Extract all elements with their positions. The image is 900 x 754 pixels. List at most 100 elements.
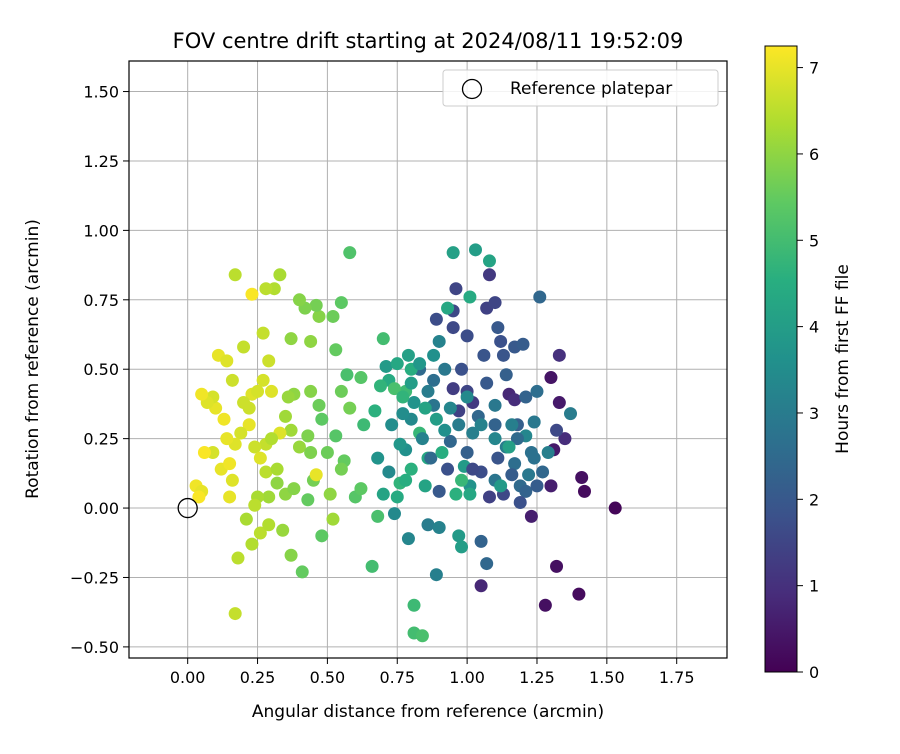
data-point	[446, 382, 460, 396]
colorbar-tick-label: 3	[809, 404, 819, 423]
colorbar-tick-label: 1	[809, 577, 819, 596]
data-point	[482, 268, 496, 282]
data-point	[256, 373, 270, 387]
data-point	[270, 476, 284, 490]
data-point	[404, 376, 418, 390]
colorbar: 0 1 2 3 4 5 6 7 Hours from first FF file	[764, 45, 853, 682]
y-tick-label: 0.75	[83, 291, 119, 310]
data-point	[474, 579, 488, 593]
colorbar-tick-label: 7	[809, 59, 819, 78]
data-point	[494, 479, 508, 493]
data-point	[441, 301, 455, 315]
data-point	[477, 348, 491, 362]
data-point	[502, 440, 516, 454]
data-point	[284, 423, 298, 437]
data-point	[491, 321, 505, 335]
data-point	[309, 468, 323, 482]
data-point	[304, 334, 318, 348]
data-point	[401, 348, 415, 362]
data-point	[508, 393, 522, 407]
data-point	[253, 451, 267, 465]
data-point	[488, 296, 502, 310]
data-point	[491, 451, 505, 465]
data-point	[259, 282, 273, 296]
data-point	[390, 490, 404, 504]
data-point	[223, 490, 237, 504]
data-point	[354, 371, 368, 385]
data-point	[452, 529, 466, 543]
y-tick-label: 0.50	[83, 360, 119, 379]
data-point	[421, 384, 435, 398]
colorbar-tick-label: 5	[809, 231, 819, 250]
data-point	[304, 446, 318, 460]
data-point	[295, 565, 309, 579]
data-point	[516, 337, 530, 351]
data-point	[558, 432, 572, 446]
data-point	[334, 462, 348, 476]
data-point	[432, 484, 446, 498]
data-point	[455, 473, 469, 487]
data-point	[373, 379, 387, 393]
data-point	[385, 418, 399, 432]
data-point	[265, 384, 279, 398]
y-tick-label: 0.25	[83, 430, 119, 449]
y-tick-label: −0.25	[70, 568, 119, 587]
data-point	[429, 568, 443, 582]
data-point	[292, 293, 306, 307]
data-point	[407, 396, 421, 410]
x-tick-label: 0.00	[170, 668, 206, 687]
data-point	[387, 382, 401, 396]
y-tick-label: 1.00	[83, 221, 119, 240]
data-point	[265, 432, 279, 446]
data-point	[455, 362, 469, 376]
data-point	[513, 496, 527, 510]
data-point	[527, 415, 541, 429]
data-point	[371, 509, 385, 523]
data-point	[460, 446, 474, 460]
data-point	[262, 490, 276, 504]
colorbar-tick-label: 4	[809, 318, 819, 337]
data-point	[505, 468, 519, 482]
data-point	[301, 429, 315, 443]
data-point	[449, 487, 463, 501]
data-point	[326, 309, 340, 323]
data-point	[533, 290, 547, 304]
y-tick-label: −0.50	[70, 638, 119, 657]
data-point	[284, 548, 298, 562]
data-point	[544, 479, 558, 493]
data-point	[217, 412, 231, 426]
data-point	[273, 268, 287, 282]
legend: Reference platepar	[442, 69, 719, 107]
data-point	[530, 479, 544, 493]
data-point	[301, 493, 315, 507]
data-point	[262, 518, 276, 532]
colorbar-tick-label: 2	[809, 490, 819, 509]
x-tick-label: 0.75	[379, 668, 415, 687]
data-point	[421, 518, 435, 532]
legend-label-reference: Reference platepar	[510, 79, 672, 99]
x-tick-label: 1.25	[519, 668, 555, 687]
data-point	[287, 482, 301, 496]
data-point	[446, 321, 460, 335]
data-point	[432, 334, 446, 348]
x-tick-label: 1.50	[589, 668, 625, 687]
data-point	[463, 487, 477, 501]
data-point	[382, 465, 396, 479]
data-point	[499, 368, 513, 382]
data-point	[237, 340, 251, 354]
data-point	[312, 398, 326, 412]
data-point	[429, 312, 443, 326]
data-point	[228, 607, 242, 621]
data-point	[435, 446, 449, 460]
data-point	[407, 598, 421, 612]
x-tick-label: 0.25	[240, 668, 276, 687]
data-point	[527, 451, 541, 465]
data-point	[519, 390, 533, 404]
x-tick-label: 1.75	[659, 668, 695, 687]
data-point	[460, 329, 474, 343]
data-point	[242, 418, 256, 432]
data-point	[482, 490, 496, 504]
data-point	[538, 598, 552, 612]
